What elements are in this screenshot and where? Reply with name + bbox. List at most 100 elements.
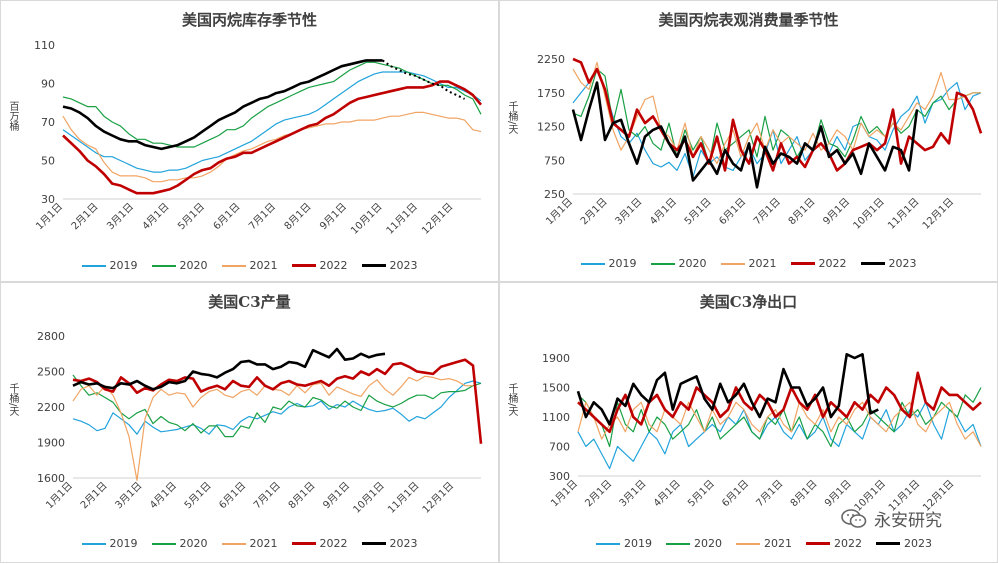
- x-tick-label: 2月1日: [583, 478, 615, 510]
- y-tick-label: 700: [549, 441, 570, 454]
- series-line-2019: [72, 380, 482, 435]
- y-tick-label: 2800: [37, 330, 65, 343]
- legend-swatch: [361, 542, 386, 545]
- legend-item: 2022: [291, 537, 348, 550]
- series-line-2022: [72, 358, 483, 444]
- x-tick-label: 5月1日: [685, 478, 717, 510]
- legend: 2019 2020 2021 2022 2023: [500, 537, 997, 550]
- x-tick-label: 7月1日: [754, 478, 786, 510]
- chart-title: 美国C3净出口: [699, 293, 798, 311]
- chart-title: 美国丙烷库存季节性: [181, 11, 317, 29]
- legend-swatch: [81, 264, 106, 267]
- watermark-text: 永安研究: [874, 511, 942, 531]
- x-tick-label: 8月1日: [282, 201, 314, 233]
- y-tick-label: 1750: [537, 87, 565, 100]
- legend-item: 2020: [151, 537, 208, 550]
- y-tick-label: 1900: [37, 437, 65, 450]
- y-tick-label: 1100: [542, 411, 570, 424]
- legend-swatch: [580, 262, 605, 265]
- y-tick-label: 1250: [537, 121, 565, 134]
- legend: 2019 2020 2021 2022 2023: [1, 259, 498, 272]
- legend-label: 2023: [888, 257, 917, 270]
- series-line-2020: [572, 68, 981, 165]
- y-tick-label: 70: [41, 116, 55, 129]
- x-tick-label: 7月1日: [251, 480, 283, 512]
- legend-label: 2020: [179, 537, 208, 550]
- y-axis-label: 千桶/天: [506, 383, 517, 417]
- x-tick-label: 11月1日: [384, 201, 420, 237]
- y-tick-label: 250: [544, 188, 565, 201]
- x-tick-label: 5月1日: [175, 201, 207, 233]
- x-tick-label: 9月1日: [317, 201, 349, 233]
- x-tick-label: 10月1日: [351, 480, 387, 516]
- watermark: 永安研究: [840, 506, 942, 531]
- panel-c3-production: 美国C3产量 千桶/天 1600 1900 2200 2500 2800 1月1日 2月1日…: [0, 282, 499, 563]
- legend-label: 2022: [818, 257, 847, 270]
- x-tick-label: 9月1日: [822, 478, 854, 510]
- x-tick-label: 7月1日: [246, 201, 278, 233]
- legend-swatch: [596, 542, 620, 545]
- series-line-2019: [572, 68, 982, 178]
- x-tick-label: 8月1日: [286, 480, 318, 512]
- legend-item: 2019: [596, 537, 652, 550]
- legend-label: 2019: [109, 259, 138, 272]
- y-tick-label: 2500: [37, 366, 65, 379]
- x-tick-label: 2月1日: [69, 201, 101, 233]
- x-tick-label: 2月1日: [78, 480, 110, 512]
- legend-label: 2019: [109, 537, 138, 550]
- legend-swatch: [81, 542, 106, 545]
- y-tick-label: 1600: [37, 472, 65, 485]
- y-tick-label: 2250: [537, 53, 565, 66]
- legend-label: 2019: [608, 257, 637, 270]
- x-tick-label: 7月1日: [751, 196, 783, 228]
- legend-label: 2021: [249, 259, 278, 272]
- x-tick-label: 9月1日: [821, 196, 853, 228]
- legend-label: 2023: [389, 537, 418, 550]
- x-tick-label: 5月1日: [682, 196, 714, 228]
- series-line-2022: [577, 371, 982, 434]
- legend-swatch: [806, 542, 830, 545]
- legend-swatch: [221, 542, 246, 545]
- y-tick-label: 110: [34, 39, 55, 52]
- y-tick-label: 50: [41, 155, 55, 168]
- legend-item: 2023: [361, 259, 418, 272]
- legend-swatch: [860, 262, 885, 265]
- y-axis-label: 千桶/天: [506, 101, 517, 135]
- series-line-2020: [72, 374, 482, 438]
- legend-swatch: [291, 264, 316, 267]
- x-tick-label: 6月1日: [720, 478, 752, 510]
- x-tick-label: 8月1日: [786, 196, 818, 228]
- legend-label: 2023: [904, 537, 932, 550]
- series-line-2023: [576, 353, 879, 426]
- legend-swatch: [291, 542, 316, 545]
- legend: 2019 2020 2021 2022 2023: [500, 257, 997, 270]
- series-line-2019: [62, 71, 482, 173]
- legend-item: 2023: [361, 537, 418, 550]
- panel-c3-net-export: 美国C3净出口 千桶/天 300 700 1100 1500 1900 1月1日 2月1日 3…: [499, 282, 998, 563]
- x-tick-label: 3月1日: [613, 196, 645, 228]
- y-axis-label: 千桶/天: [7, 383, 18, 417]
- y-tick-label: 2200: [37, 401, 65, 414]
- legend-item: 2021: [720, 257, 777, 270]
- legend-swatch: [666, 542, 690, 545]
- legend-swatch: [876, 542, 900, 545]
- legend-swatch: [650, 262, 675, 265]
- y-tick-label: 30: [41, 193, 55, 206]
- series-line-2023: [62, 59, 383, 151]
- legend-item: 2022: [790, 257, 847, 270]
- x-tick-label: 4月1日: [140, 201, 172, 233]
- legend-item: 2020: [650, 257, 707, 270]
- x-tick-label: 6月1日: [717, 196, 749, 228]
- legend-item: 2023: [860, 257, 917, 270]
- legend-label: 2022: [834, 537, 862, 550]
- y-tick-label: 300: [549, 470, 570, 483]
- y-tick-label: 1500: [542, 382, 570, 395]
- x-tick-label: 4月1日: [651, 478, 683, 510]
- legend-item: 2021: [736, 537, 792, 550]
- legend: 2019 2020 2021 2022 2023: [1, 537, 498, 550]
